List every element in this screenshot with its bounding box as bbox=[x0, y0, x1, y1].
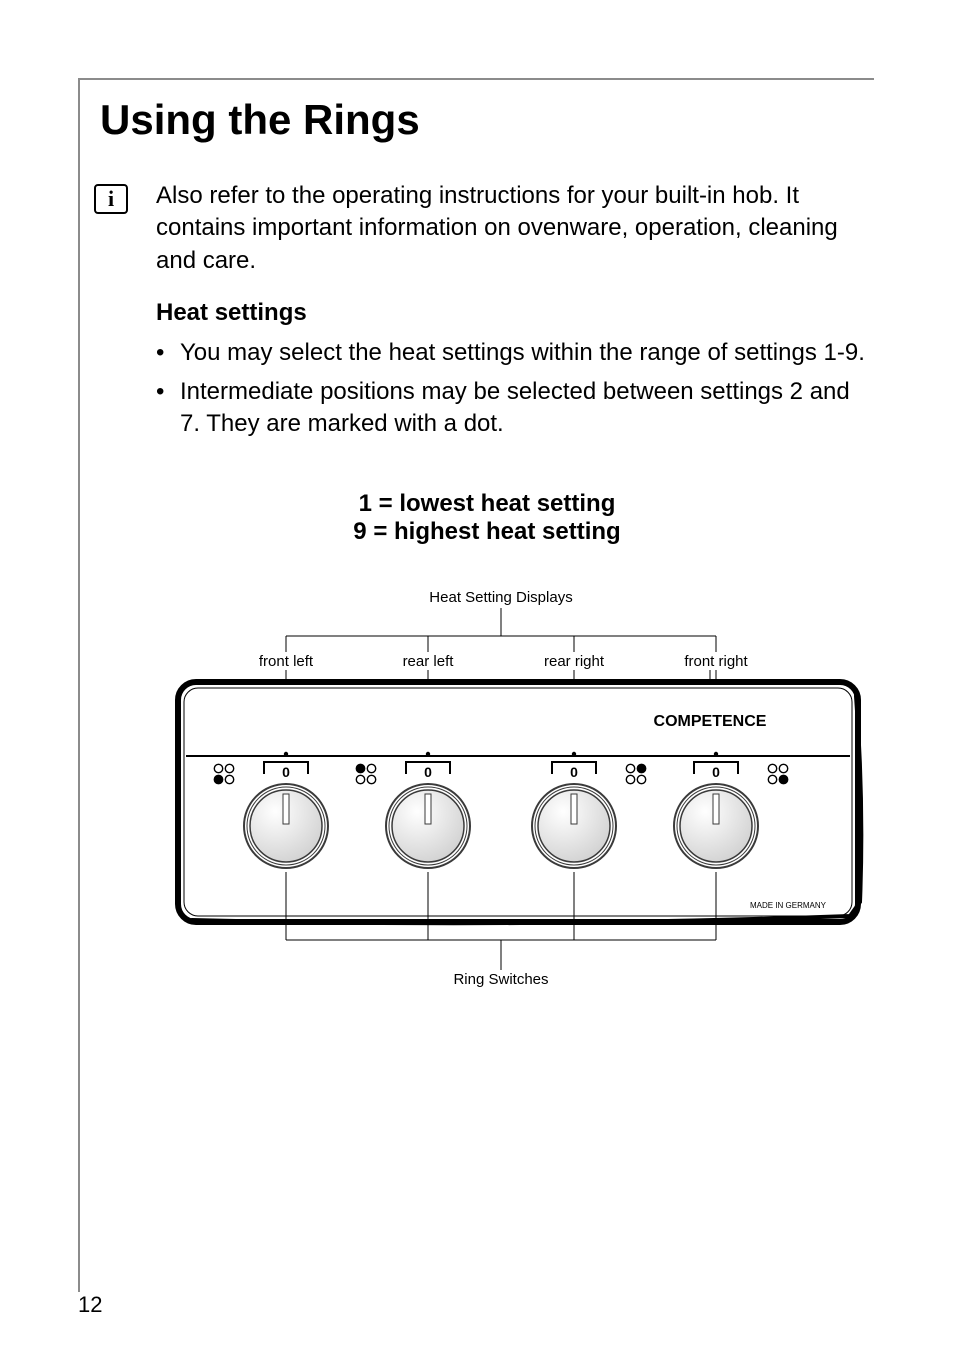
list-item: Intermediate positions may be selected b… bbox=[156, 376, 874, 441]
svg-text:0: 0 bbox=[282, 764, 290, 780]
page-border-left bbox=[78, 78, 80, 1292]
page-number: 12 bbox=[78, 1292, 102, 1318]
intro-paragraph: Also refer to the operating instructions… bbox=[156, 180, 874, 277]
info-icon: i bbox=[94, 184, 128, 214]
bullet-list: You may select the heat settings within … bbox=[156, 337, 874, 440]
info-icon-glyph: i bbox=[108, 186, 114, 212]
page-border-top bbox=[78, 78, 874, 80]
legend-low: 1 = lowest heat setting bbox=[100, 490, 874, 518]
control-panel-diagram: Heat Setting Displays front left rear left… bbox=[156, 586, 880, 1046]
legend-block: 1 = lowest heat setting 9 = highest heat… bbox=[100, 490, 874, 546]
svg-text:0: 0 bbox=[570, 764, 578, 780]
svg-text:0: 0 bbox=[424, 764, 432, 780]
svg-text:front right: front right bbox=[684, 653, 748, 670]
svg-text:Heat Setting Displays: Heat Setting Displays bbox=[429, 589, 572, 606]
svg-text:Ring Switches: Ring Switches bbox=[453, 971, 548, 988]
svg-text:rear left: rear left bbox=[403, 653, 455, 670]
svg-text:rear right: rear right bbox=[544, 653, 605, 670]
legend-high: 9 = highest heat setting bbox=[100, 518, 874, 546]
list-item: You may select the heat settings within … bbox=[156, 337, 874, 369]
svg-text:0: 0 bbox=[712, 764, 720, 780]
heat-settings-heading: Heat settings bbox=[156, 299, 874, 327]
svg-text:COMPETENCE: COMPETENCE bbox=[654, 713, 767, 730]
svg-text:front left: front left bbox=[259, 653, 314, 670]
svg-text:MADE IN GERMANY: MADE IN GERMANY bbox=[750, 901, 827, 910]
page-title: Using the Rings bbox=[100, 96, 874, 144]
